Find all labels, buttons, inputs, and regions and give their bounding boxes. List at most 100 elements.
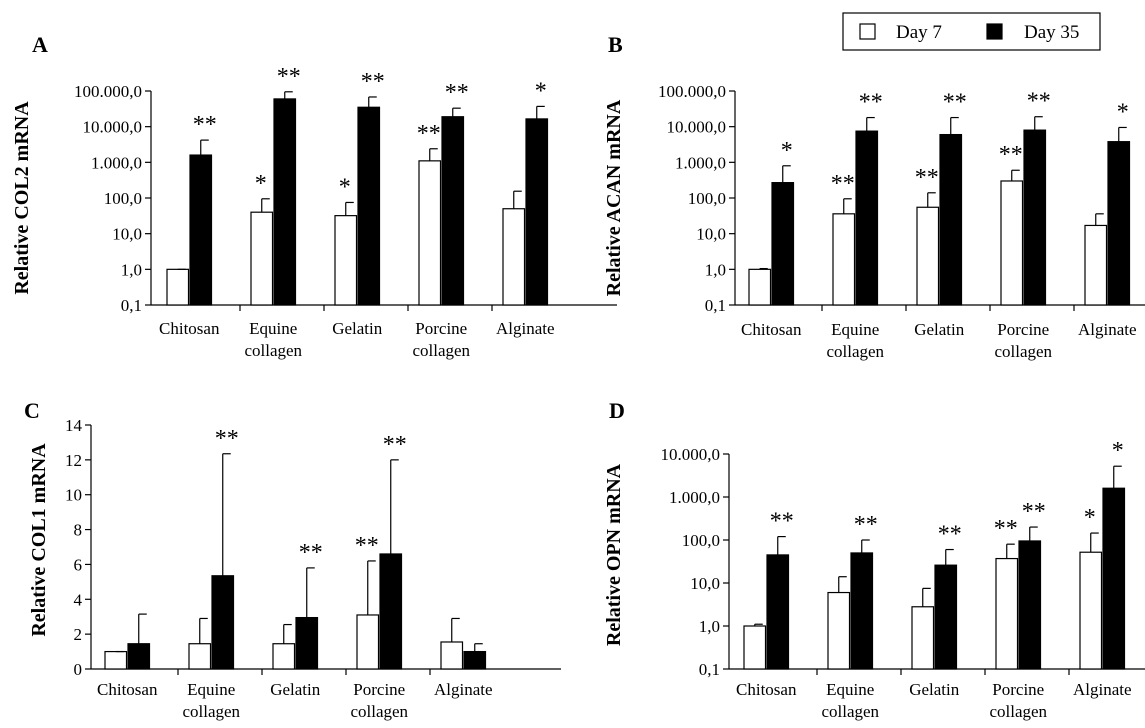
bar-day7 <box>1000 180 1024 306</box>
significance-marker: ** <box>915 165 939 191</box>
bar-day35 <box>379 553 403 670</box>
bar-day7 <box>916 206 940 306</box>
category-label: collagen <box>244 341 302 360</box>
category-label: Chitosan <box>741 320 802 339</box>
category-label: Porcine <box>353 680 405 699</box>
bar-day7 <box>832 213 856 306</box>
y-axis-label: Relative COL1 mRNA <box>28 443 50 637</box>
bar-day7 <box>1084 224 1108 306</box>
y-tick-label: 10.000,0 <box>661 445 721 464</box>
bar-day35 <box>295 616 319 670</box>
significance-marker: * <box>1112 438 1124 464</box>
bar-day7 <box>748 268 772 306</box>
category-label: Equine <box>831 320 879 339</box>
y-tick-label: 14 <box>65 416 83 435</box>
bar-day7 <box>502 208 526 306</box>
y-tick-label: 1,0 <box>705 260 726 279</box>
bar-day7 <box>440 641 464 670</box>
bar-day35 <box>1102 487 1126 670</box>
bar-day35 <box>850 552 874 670</box>
category-label: collagen <box>350 702 408 721</box>
panel-letter: B <box>608 32 623 57</box>
significance-marker: ** <box>361 69 385 95</box>
bar-day7 <box>272 643 296 670</box>
significance-marker: ** <box>383 432 407 458</box>
significance-marker: ** <box>770 509 794 535</box>
y-tick-label: 100.000,0 <box>74 82 142 101</box>
category-label: Alginate <box>434 680 493 699</box>
y-tick-label: 4 <box>74 590 83 609</box>
panel-B: B Relative ACAN mRNA 0,1 1,0 10,0 100,0 1.000,… <box>603 32 1145 361</box>
y-tick-label: 8 <box>74 521 83 540</box>
significance-marker: ** <box>1022 499 1046 525</box>
significance-marker: ** <box>831 171 855 197</box>
significance-marker: * <box>781 138 793 164</box>
bar-day35 <box>1018 540 1042 670</box>
legend-box <box>842 12 1101 51</box>
significance-marker: ** <box>417 121 441 147</box>
significance-marker: * <box>339 174 351 200</box>
y-tick-label: 12 <box>65 451 82 470</box>
y-tick-label: 1,0 <box>121 260 142 279</box>
bar-day7 <box>356 614 380 670</box>
category-label: Porcine <box>997 320 1049 339</box>
y-tick-label: 10.000,0 <box>83 118 143 137</box>
y-axis-label: Relative COL2 mRNA <box>11 101 33 295</box>
category-label: Chitosan <box>97 680 158 699</box>
category-label: collagen <box>989 702 1047 721</box>
y-tick-label: 10.000,0 <box>667 118 727 137</box>
category-label: Alginate <box>496 319 555 338</box>
bar-day35 <box>463 650 487 670</box>
legend: Day 7 Day 35 <box>842 12 1101 51</box>
panel-D: D Relative OPN mRNA 0,1 1,0 10,0 100,0 1.000,0… <box>603 398 1145 721</box>
legend-label-day35: Day 35 <box>1024 22 1079 43</box>
bar-day7 <box>1079 551 1103 670</box>
bar-day35 <box>127 643 151 670</box>
y-tick-label: 0,1 <box>705 296 726 315</box>
bar-day7 <box>334 215 358 306</box>
bar-day35 <box>1023 129 1047 306</box>
y-tick-label: 100.000,0 <box>658 82 726 101</box>
category-label: Porcine <box>992 680 1044 699</box>
bar-day35 <box>189 154 213 306</box>
legend-swatch-day35 <box>986 23 1003 40</box>
category-label: Porcine <box>415 319 467 338</box>
significance-marker: ** <box>277 64 301 90</box>
significance-marker: * <box>1117 99 1129 125</box>
category-label: Gelatin <box>270 680 321 699</box>
bar-day35 <box>273 98 297 306</box>
bar-day7 <box>104 650 128 670</box>
category-label: collagen <box>182 702 240 721</box>
significance-marker: ** <box>994 516 1018 542</box>
significance-marker: * <box>1084 505 1096 531</box>
significance-marker: * <box>255 171 267 197</box>
panel-C: C Relative COL1 mRNA 0 2 4 6 8 10 12 14 Chitosan Eq… <box>24 398 561 721</box>
bar-day35 <box>1107 141 1131 306</box>
significance-marker: ** <box>299 540 323 566</box>
significance-marker: ** <box>193 112 217 138</box>
significance-marker: * <box>535 78 547 104</box>
category-label: collagen <box>826 342 884 361</box>
category-label: Gelatin <box>914 320 965 339</box>
y-tick-label: 0 <box>74 660 83 679</box>
significance-marker: ** <box>445 80 469 106</box>
y-tick-label: 1.000,0 <box>669 488 720 507</box>
y-tick-label: 100,0 <box>104 189 142 208</box>
y-tick-label: 0,1 <box>121 296 142 315</box>
category-label: Alginate <box>1073 680 1132 699</box>
bar-day35 <box>211 575 235 670</box>
significance-marker: ** <box>943 90 967 116</box>
bar-day35 <box>525 118 549 306</box>
legend-swatch-day7 <box>859 23 876 40</box>
category-label: Gelatin <box>332 319 383 338</box>
y-tick-label: 10,0 <box>690 574 720 593</box>
y-tick-label: 100,0 <box>682 531 720 550</box>
panel-letter: C <box>24 398 40 423</box>
y-axis-label: Relative ACAN mRNA <box>603 99 625 296</box>
bar-day7 <box>250 211 274 306</box>
category-label: Equine <box>187 680 235 699</box>
significance-marker: ** <box>215 426 239 452</box>
bar-day35 <box>855 130 879 306</box>
y-tick-label: 1,0 <box>699 617 720 636</box>
y-tick-label: 10,0 <box>112 225 142 244</box>
